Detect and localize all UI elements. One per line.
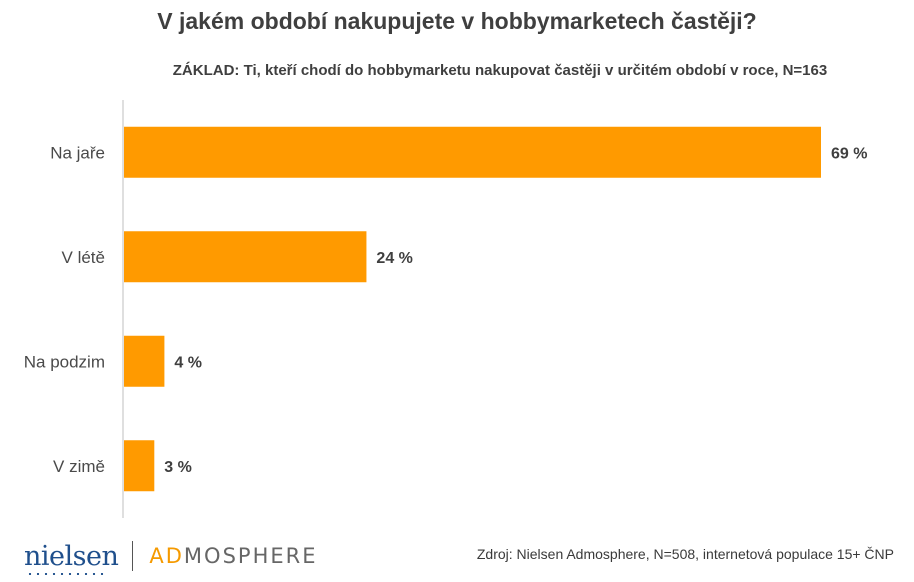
- brand-logo: nielsen ADMOSPHERE: [24, 538, 317, 575]
- logo-divider: [132, 541, 134, 571]
- nielsen-wordmark: nielsen: [24, 540, 119, 572]
- bar: [124, 126, 821, 178]
- chart-subtitle: ZÁKLAD: Ti, kteří chodí do hobbymarketu …: [172, 62, 828, 79]
- category-label: V létě: [62, 248, 105, 267]
- category-label: Na jaře: [50, 143, 105, 162]
- admosphere-logo-ad: AD: [149, 544, 184, 568]
- bar: [124, 440, 155, 492]
- category-label: Na podzim: [24, 352, 105, 371]
- bar: [124, 231, 367, 283]
- category-label: V zimě: [53, 457, 105, 476]
- source-note: Zdroj: Nielsen Admosphere, N=508, intern…: [476, 546, 894, 562]
- value-label: 24 %: [376, 250, 412, 267]
- admosphere-logo-rest: MOSPHERE: [183, 544, 318, 568]
- nielsen-dots-decoration: [26, 572, 106, 575]
- bar: [124, 335, 165, 387]
- bar-chart: Na jaře 69 % V létě 24 % Na podzim 4 % V zimě 3…: [24, 100, 867, 518]
- nielsen-logo: nielsen: [24, 540, 119, 575]
- value-label: 4 %: [174, 354, 202, 371]
- value-label: 69 %: [831, 145, 867, 162]
- value-label: 3 %: [164, 459, 192, 476]
- chart-title: V jakém období nakupujete v hobbymarkete…: [157, 8, 757, 34]
- admosphere-logo: ADMOSPHERE: [149, 544, 317, 568]
